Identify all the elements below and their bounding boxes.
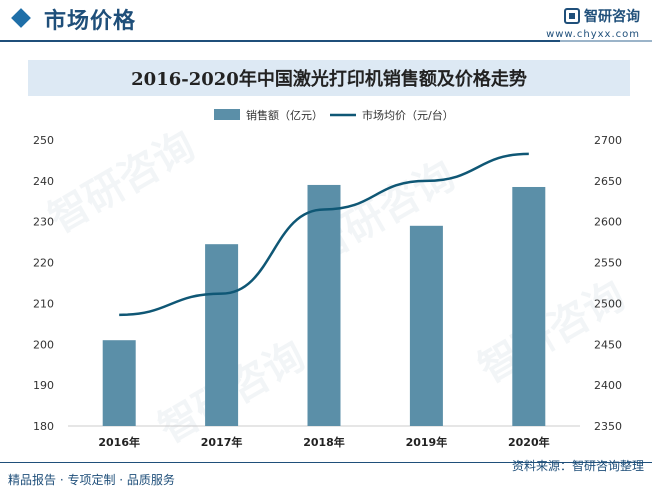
y-right-tick-label: 2350 xyxy=(594,420,622,433)
bar xyxy=(205,244,239,426)
chart: 180 190 200 210 220 230 240 250 2350 2400 2450 2500… xyxy=(33,108,622,449)
bar xyxy=(307,184,341,426)
chart-title-box: 2016-2020年中国激光打印机销售额及价格走势 xyxy=(28,60,630,96)
chart-title: 2016-2020年中国激光打印机销售额及价格走势 xyxy=(131,69,527,90)
header: 市场价格 智研咨询 www.chyxx.com xyxy=(0,0,652,44)
y-left-tick-label: 180 xyxy=(33,420,54,433)
y-left-tick-label: 210 xyxy=(33,297,54,310)
bar xyxy=(409,225,443,426)
data-source: 资料来源：智研咨询整理 xyxy=(511,459,644,473)
y-left-tick-label: 230 xyxy=(33,216,54,229)
x-tick-label: 2018年 xyxy=(303,435,345,449)
legend-bar-label: 销售额（亿元） xyxy=(246,108,323,122)
x-tick-label: 2017年 xyxy=(201,435,243,449)
y-right-tick-label: 2650 xyxy=(594,175,622,188)
brand-logo-icon xyxy=(564,8,580,24)
bar xyxy=(102,340,136,426)
footer: 精品报告 · 专项定制 · 品质服务 资料来源：智研咨询整理 xyxy=(0,459,652,489)
y-left-tick-label: 250 xyxy=(33,134,54,147)
price-line xyxy=(119,152,529,317)
bar xyxy=(512,186,546,426)
y-right-tick-label: 2400 xyxy=(594,379,622,392)
brand-name: 智研咨询 xyxy=(584,9,640,25)
y-left-tick-label: 200 xyxy=(33,338,54,351)
y-right-tick-label: 2700 xyxy=(594,134,622,147)
legend-line-label: 市场均价（元/台） xyxy=(362,108,454,122)
x-tick-label: 2020年 xyxy=(508,435,550,449)
legend-bar-swatch xyxy=(214,109,240,120)
page-title: 市场价格 xyxy=(44,9,137,34)
brand: 智研咨询 www.chyxx.com xyxy=(546,6,640,40)
header-divider-right xyxy=(560,40,652,42)
footer-tagline: 精品报告 · 专项定制 · 品质服务 xyxy=(8,473,175,487)
footer-divider xyxy=(0,462,652,463)
y-right-tick-label: 2450 xyxy=(594,338,622,351)
brand-url: www.chyxx.com xyxy=(546,29,640,40)
diamond-icon xyxy=(11,8,31,28)
header-divider xyxy=(0,40,560,42)
x-tick-label: 2016年 xyxy=(98,435,140,449)
x-tick-label: 2019年 xyxy=(406,435,448,449)
y-right-tick-label: 2600 xyxy=(594,216,622,229)
y-left-tick-label: 190 xyxy=(33,379,54,392)
y-right-tick-label: 2550 xyxy=(594,257,622,270)
y-left-tick-label: 240 xyxy=(33,175,54,188)
y-left-tick-label: 220 xyxy=(33,257,54,270)
y-right-tick-label: 2500 xyxy=(594,297,622,310)
